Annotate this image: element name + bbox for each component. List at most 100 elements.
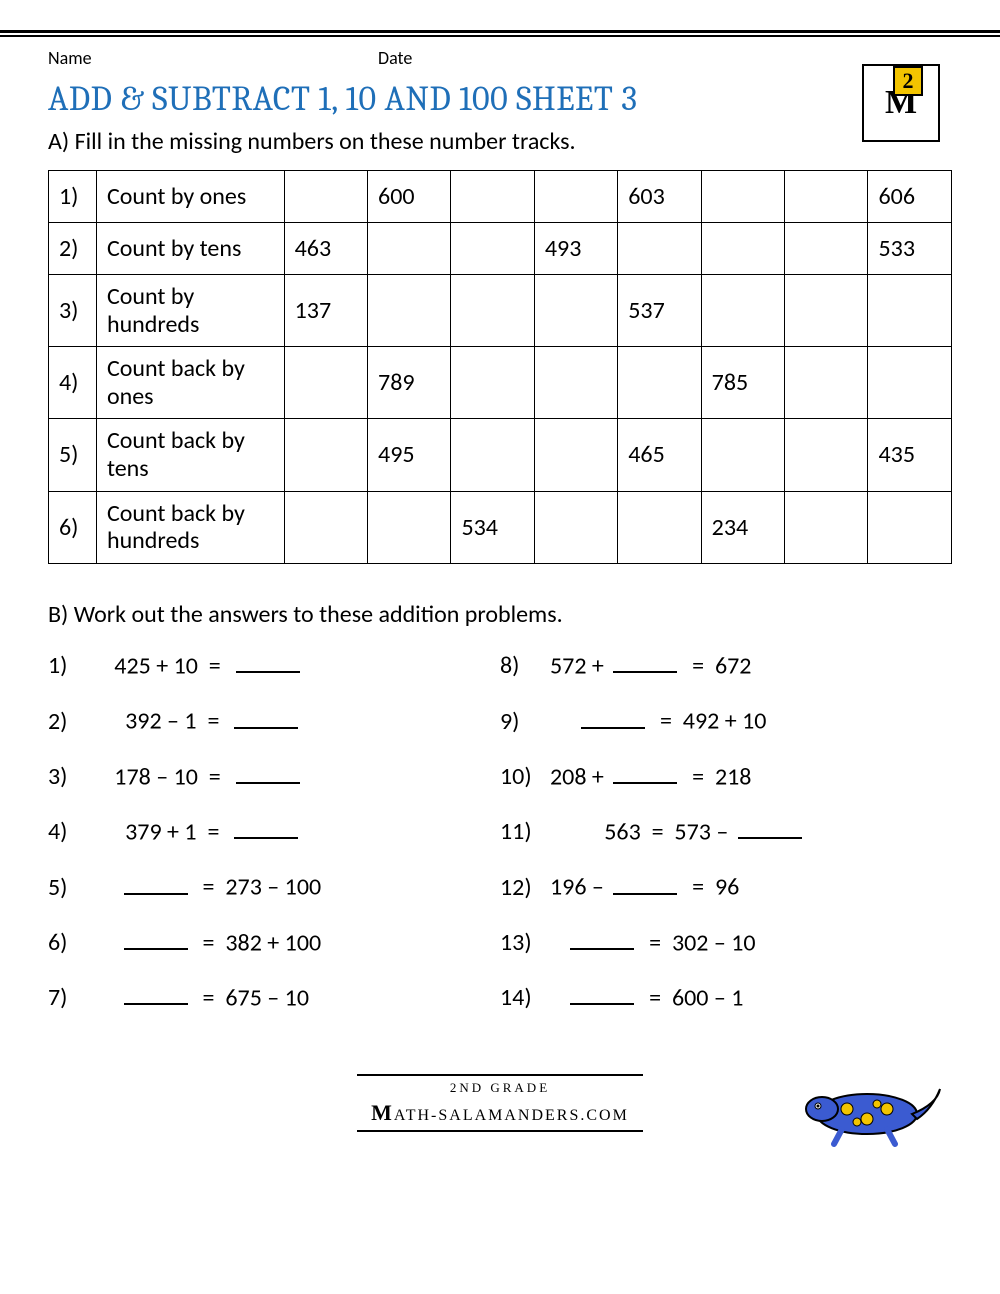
track-cell[interactable]: 789 <box>368 347 451 419</box>
track-cell[interactable]: 463 <box>284 223 367 275</box>
answer-blank[interactable] <box>236 758 300 784</box>
track-cell[interactable] <box>284 491 367 563</box>
track-cell[interactable] <box>534 419 617 491</box>
track-cell[interactable]: 495 <box>368 419 451 491</box>
track-cell[interactable]: 534 <box>451 491 534 563</box>
problem-row: 9) = 492 + 10 <box>500 702 952 735</box>
problem-number: 13) <box>500 928 550 957</box>
track-cell[interactable]: 465 <box>618 419 701 491</box>
expr-pre <box>550 983 566 1012</box>
track-cell[interactable]: 493 <box>534 223 617 275</box>
track-cell[interactable] <box>701 275 784 347</box>
track-cell[interactable] <box>701 171 784 223</box>
expr-pre <box>550 928 566 957</box>
problem-row: 4) 379 + 1 = <box>48 813 500 846</box>
answer-blank[interactable] <box>124 868 188 894</box>
answer-blank[interactable] <box>581 702 645 728</box>
track-cell[interactable] <box>534 491 617 563</box>
answer-blank[interactable] <box>234 813 298 839</box>
track-cell[interactable]: 234 <box>701 491 784 563</box>
date-label: Date <box>378 47 412 69</box>
track-cell[interactable] <box>534 171 617 223</box>
track-cell[interactable] <box>284 171 367 223</box>
problems-left-column: 1) 425 + 10 = 2) 392 – 1 = 3) 178 – 10 =… <box>48 647 500 1035</box>
problem-number: 7) <box>48 983 98 1012</box>
table-row: 1)Count by ones600603606 <box>49 171 952 223</box>
answer-blank[interactable] <box>613 647 677 673</box>
track-cell[interactable] <box>785 491 868 563</box>
problem-row: 13) = 302 – 10 <box>500 924 952 957</box>
track-cell[interactable] <box>368 275 451 347</box>
track-cell[interactable] <box>618 491 701 563</box>
problems-right-column: 8)572 + = 6729) = 492 + 1010)208 + = 218… <box>500 647 952 1035</box>
table-row: 3)Count by hundreds137537 <box>49 275 952 347</box>
row-label: Count back by hundreds <box>96 491 284 563</box>
track-cell[interactable]: 533 <box>868 223 952 275</box>
row-label: Count by tens <box>96 223 284 275</box>
track-cell[interactable]: 785 <box>701 347 784 419</box>
track-cell[interactable] <box>785 223 868 275</box>
track-cell[interactable] <box>284 347 367 419</box>
problem-number: 12) <box>500 873 550 902</box>
track-cell[interactable]: 537 <box>618 275 701 347</box>
worksheet-page: Name Date M 2 ADD & SUBTRACT 1, 10 AND 1… <box>0 47 1000 1194</box>
track-cell[interactable]: 603 <box>618 171 701 223</box>
expr-pre: 379 + 1 = <box>98 817 230 846</box>
track-cell[interactable] <box>785 275 868 347</box>
answer-blank[interactable] <box>613 758 677 784</box>
track-cell[interactable] <box>618 347 701 419</box>
answer-blank[interactable] <box>234 702 298 728</box>
problem-number: 6) <box>48 928 98 957</box>
track-cell[interactable] <box>451 275 534 347</box>
problem-number: 4) <box>48 817 98 846</box>
answer-blank[interactable] <box>570 924 634 950</box>
row-number: 5) <box>49 419 97 491</box>
expr-pre <box>98 928 120 957</box>
row-label: Count by hundreds <box>96 275 284 347</box>
problem-row: 7) = 675 – 10 <box>48 979 500 1012</box>
track-cell[interactable] <box>868 347 952 419</box>
track-cell[interactable] <box>785 419 868 491</box>
track-cell[interactable] <box>785 347 868 419</box>
name-label: Name <box>48 47 378 69</box>
track-cell[interactable]: 137 <box>284 275 367 347</box>
problem-expression: 392 – 1 = <box>98 702 500 735</box>
expr-pre <box>98 983 120 1012</box>
section-b: B) Work out the answers to these additio… <box>48 600 952 1035</box>
track-cell[interactable] <box>451 223 534 275</box>
answer-blank[interactable] <box>124 979 188 1005</box>
track-cell[interactable]: 600 <box>368 171 451 223</box>
answer-blank[interactable] <box>613 868 677 894</box>
track-cell[interactable]: 435 <box>868 419 952 491</box>
track-cell[interactable] <box>534 347 617 419</box>
table-row: 2)Count by tens463493533 <box>49 223 952 275</box>
row-number: 4) <box>49 347 97 419</box>
track-cell[interactable] <box>368 491 451 563</box>
track-cell[interactable] <box>451 419 534 491</box>
track-cell[interactable] <box>451 347 534 419</box>
track-cell[interactable]: 606 <box>868 171 952 223</box>
track-cell[interactable] <box>534 275 617 347</box>
answer-blank[interactable] <box>570 979 634 1005</box>
track-cell[interactable] <box>868 491 952 563</box>
answer-blank[interactable] <box>124 924 188 950</box>
expr-pre: 425 + 10 = <box>98 651 232 680</box>
track-cell[interactable] <box>701 419 784 491</box>
expr-pre: 178 – 10 = <box>98 762 232 791</box>
footer: 2ND GRADE MATH-SALAMANDERS.COM <box>48 1074 952 1164</box>
expr-pre <box>98 873 120 902</box>
track-cell[interactable] <box>284 419 367 491</box>
salamander-icon <box>792 1064 942 1154</box>
track-cell[interactable] <box>785 171 868 223</box>
answer-blank[interactable] <box>236 647 300 673</box>
track-cell[interactable] <box>451 171 534 223</box>
problem-expression: = 675 – 10 <box>98 979 500 1012</box>
problem-row: 3) 178 – 10 = <box>48 758 500 791</box>
expr-pre <box>550 707 577 736</box>
answer-blank[interactable] <box>738 813 802 839</box>
track-cell[interactable] <box>868 275 952 347</box>
track-cell[interactable] <box>618 223 701 275</box>
track-cell[interactable] <box>701 223 784 275</box>
problem-row: 12)196 – = 96 <box>500 868 952 901</box>
track-cell[interactable] <box>368 223 451 275</box>
